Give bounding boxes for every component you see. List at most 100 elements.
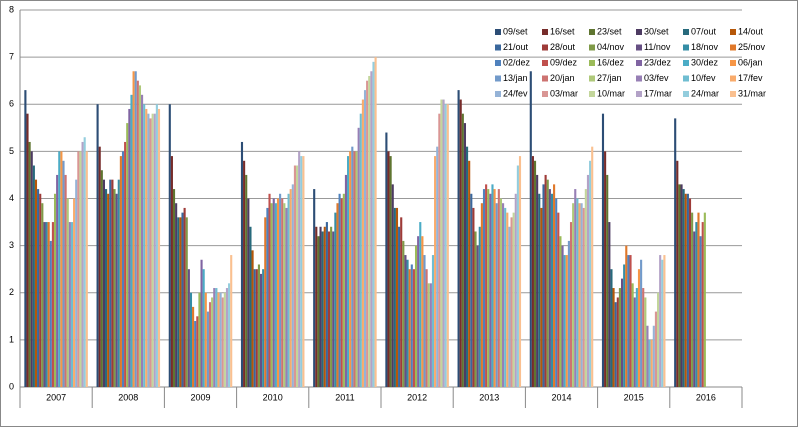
bar [37, 189, 40, 387]
bar [132, 71, 135, 387]
bar [257, 264, 260, 387]
bar [289, 189, 292, 387]
bar [612, 288, 615, 387]
legend-swatch [495, 75, 501, 82]
legend-swatch [542, 44, 548, 51]
bar [192, 306, 195, 387]
bar [389, 156, 392, 387]
bar [461, 113, 464, 388]
legend-swatch [636, 60, 642, 66]
bar [187, 269, 190, 387]
legend-label: 18/nov [691, 42, 719, 52]
bar [674, 118, 677, 387]
bar [434, 156, 437, 387]
bar [298, 151, 301, 387]
bar [495, 203, 498, 387]
legend-label: 20/jan [550, 73, 575, 83]
bar [75, 179, 78, 387]
bar [635, 288, 638, 387]
bar [550, 193, 554, 387]
legend-label: 03/mar [550, 88, 578, 98]
bar [291, 184, 294, 387]
bar [247, 198, 250, 387]
bar [85, 151, 88, 387]
bar [349, 151, 352, 387]
legend-swatch [683, 75, 689, 82]
bar [502, 203, 505, 387]
bar [344, 174, 348, 387]
bar [121, 151, 125, 387]
bar [327, 231, 331, 387]
bar [408, 269, 411, 387]
bar [274, 203, 277, 387]
bar [438, 113, 441, 388]
bar [340, 198, 343, 387]
bar [684, 193, 687, 387]
bar [491, 184, 494, 387]
bar [204, 292, 207, 387]
bar [264, 217, 267, 387]
bar [659, 255, 662, 387]
bar [213, 288, 216, 387]
bar [459, 99, 462, 387]
bar [107, 193, 110, 387]
bar [66, 198, 69, 387]
bar [172, 189, 176, 387]
bar [446, 104, 449, 387]
legend-swatch [589, 29, 595, 35]
y-tick-label: 5 [9, 146, 14, 156]
bar [126, 123, 129, 387]
bar [629, 255, 632, 387]
bar [338, 193, 341, 387]
bar [608, 222, 611, 387]
legend-label: 06/jan [738, 57, 763, 67]
bar [262, 269, 265, 387]
bar [427, 283, 430, 387]
bar [41, 203, 44, 387]
bar [276, 198, 280, 387]
bar [400, 217, 403, 387]
bar [181, 212, 184, 387]
bar [514, 193, 517, 387]
bar [281, 198, 284, 387]
bar [680, 184, 683, 387]
legend-label: 30/dez [691, 57, 719, 67]
bar [540, 207, 543, 387]
bar [565, 255, 568, 387]
legend-swatch [636, 29, 642, 35]
legend-label: 24/mar [691, 88, 719, 98]
x-tick-label: 2007 [46, 392, 66, 402]
legend-label: 11/nov [644, 42, 671, 52]
legend-label: 02/dez [503, 57, 531, 67]
bar [457, 90, 460, 388]
bar [395, 207, 399, 387]
bar [293, 165, 296, 387]
bar [368, 75, 371, 387]
bar [240, 141, 244, 387]
bar [330, 226, 333, 387]
bar [429, 283, 432, 387]
bar [321, 231, 324, 387]
legend-swatch [542, 75, 548, 82]
legend-swatch [495, 44, 501, 51]
bar [149, 118, 152, 387]
bar [699, 236, 702, 387]
bar [572, 203, 575, 387]
bar [100, 170, 103, 387]
legend-swatch [730, 29, 736, 35]
bar [548, 189, 551, 387]
bar [96, 104, 99, 387]
bar [300, 156, 303, 387]
x-tick-label: 2016 [696, 392, 716, 402]
bar [485, 184, 488, 387]
bar [472, 207, 475, 387]
bar [633, 297, 636, 387]
bar [45, 222, 48, 387]
x-tick-label: 2009 [190, 392, 210, 402]
bar [319, 226, 322, 387]
bar [194, 321, 197, 387]
bar [113, 189, 116, 387]
bar [693, 231, 696, 387]
x-tick-label: 2010 [263, 392, 283, 402]
bar [563, 255, 566, 387]
